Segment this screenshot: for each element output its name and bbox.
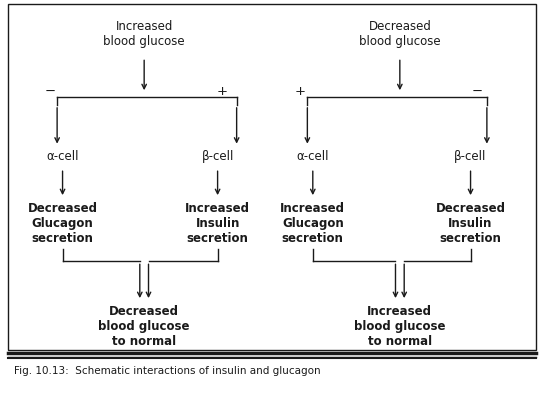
Text: Increased
blood glucose: Increased blood glucose (103, 20, 185, 48)
FancyBboxPatch shape (8, 4, 536, 350)
Text: −: − (45, 85, 55, 97)
Text: Increased
Insulin
secretion: Increased Insulin secretion (185, 202, 250, 245)
Text: Decreased
Glucagon
secretion: Decreased Glucagon secretion (28, 202, 97, 245)
Text: +: + (295, 85, 306, 97)
Text: α-cell: α-cell (46, 150, 79, 163)
Text: β-cell: β-cell (454, 150, 487, 163)
Text: −: − (472, 85, 483, 97)
Text: β-cell: β-cell (201, 150, 234, 163)
Text: α-cell: α-cell (296, 150, 329, 163)
Text: Increased
Glucagon
secretion: Increased Glucagon secretion (280, 202, 345, 245)
Text: Decreased
blood glucose
to normal: Decreased blood glucose to normal (98, 305, 190, 348)
Text: Increased
blood glucose
to normal: Increased blood glucose to normal (354, 305, 446, 348)
Text: Decreased
blood glucose: Decreased blood glucose (359, 20, 441, 48)
Text: +: + (217, 85, 227, 97)
Text: Fig. 10.13:  Schematic interactions of insulin and glucagon: Fig. 10.13: Schematic interactions of in… (14, 366, 320, 377)
Text: Decreased
Insulin
secretion: Decreased Insulin secretion (436, 202, 505, 245)
